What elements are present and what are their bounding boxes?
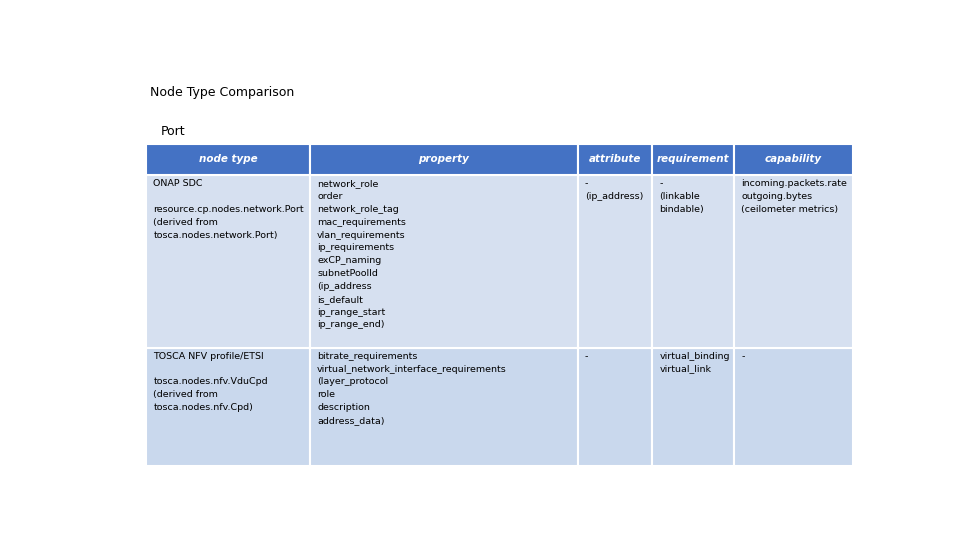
Text: -
(linkable
bindable): - (linkable bindable)	[660, 179, 704, 214]
Bar	[146, 175, 310, 348]
Bar	[578, 144, 652, 175]
Bar	[310, 348, 578, 466]
Text: -
(ip_address): - (ip_address)	[585, 179, 643, 201]
Text: -: -	[585, 352, 588, 361]
Bar	[733, 144, 852, 175]
Bar	[652, 348, 733, 466]
Text: bitrate_requirements
virtual_network_interface_requirements
(layer_protocol
role: bitrate_requirements virtual_network_int…	[317, 352, 507, 425]
Bar	[578, 175, 652, 348]
Text: requirement: requirement	[657, 154, 730, 164]
Bar	[578, 348, 652, 466]
Text: virtual_binding
virtual_link: virtual_binding virtual_link	[660, 352, 730, 374]
Text: Port: Port	[161, 125, 185, 138]
Text: node type: node type	[199, 154, 257, 164]
Text: -: -	[741, 352, 745, 361]
Text: Node Type Comparison: Node Type Comparison	[150, 85, 294, 99]
Bar	[310, 144, 578, 175]
Text: TOSCA NFV profile/ETSI

tosca.nodes.nfv.VduCpd
(derived from
tosca.nodes.nfv.Cpd: TOSCA NFV profile/ETSI tosca.nodes.nfv.V…	[154, 352, 268, 412]
Bar	[733, 348, 852, 466]
Bar	[146, 348, 310, 466]
Bar	[733, 175, 852, 348]
Text: ONAP SDC

resource.cp.nodes.network.Port
(derived from
tosca.nodes.network.Port): ONAP SDC resource.cp.nodes.network.Port …	[154, 179, 304, 240]
Bar	[310, 175, 578, 348]
Bar	[652, 175, 733, 348]
Text: capability: capability	[765, 154, 822, 164]
Bar	[146, 144, 310, 175]
Text: property: property	[419, 154, 469, 164]
Text: incoming.packets.rate
outgoing.bytes
(ceilometer metrics): incoming.packets.rate outgoing.bytes (ce…	[741, 179, 847, 214]
Bar	[652, 144, 733, 175]
Text: attribute: attribute	[588, 154, 641, 164]
Text: network_role
order
network_role_tag
mac_requirements
vlan_requirements
ip_requir: network_role order network_role_tag mac_…	[317, 179, 406, 329]
